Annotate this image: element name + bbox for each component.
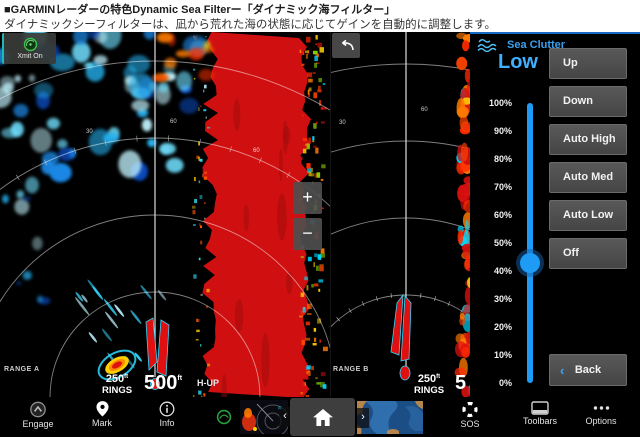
mark-button[interactable]: Mark <box>92 401 112 428</box>
scale-tick: 80% <box>493 154 512 164</box>
sea-clutter-slider-track[interactable] <box>527 103 533 383</box>
ring-spacing-value: 250ft <box>106 373 128 385</box>
scale-tick: 70% <box>493 182 512 192</box>
scale-tick: 0% <box>498 378 512 388</box>
scale-tick: 10% <box>493 350 512 360</box>
toolbars-label: Toolbars <box>522 416 558 426</box>
home-button[interactable] <box>290 398 355 436</box>
radar-transmit-icon <box>23 37 37 52</box>
ring-label: 60 <box>170 119 177 125</box>
auto-med-button[interactable]: Auto Med <box>549 162 627 193</box>
xmit-on-label: Xmit On <box>17 53 43 60</box>
sos-button[interactable]: SOS <box>460 401 480 429</box>
toolbars-icon <box>531 401 549 415</box>
ring-label: 60 <box>421 107 428 113</box>
scale-tick: 100% <box>488 98 512 108</box>
chart-thumbnail-image <box>357 401 423 434</box>
chevron-left-icon: ‹ <box>560 362 565 378</box>
range-a-label: RANGE A <box>4 366 40 373</box>
range-scale-value: 500ft <box>144 372 183 394</box>
options-label: Options <box>585 416 617 426</box>
ring-spacing-value: 250ft <box>418 373 440 385</box>
bottom-toolbar: Engage Mark Info <box>0 397 640 437</box>
map-pin-icon <box>95 401 109 417</box>
orientation-label: H-UP <box>197 378 219 388</box>
scale-tick: 30% <box>493 294 512 304</box>
radar-display-right[interactable]: 30 60 RANGE B 250ft RINGS 5 <box>330 32 470 397</box>
scale-tick: 50% <box>493 238 512 248</box>
sea-clutter-panel: Sea Clutter Low 100% 90% 80% 70% 60% 50%… <box>470 32 640 397</box>
engage-icon <box>30 401 46 418</box>
auto-high-button[interactable]: Auto High <box>549 124 627 155</box>
sea-clutter-returns <box>0 32 328 397</box>
down-button[interactable]: Down <box>549 86 627 117</box>
options-button[interactable]: Options <box>585 401 617 426</box>
engage-label: Engage <box>22 419 54 429</box>
sos-label: SOS <box>460 419 480 429</box>
target-return-cluster <box>390 293 412 381</box>
collapse-left-chevron-icon[interactable]: ‹ <box>279 407 291 427</box>
ring-tick-marks <box>15 135 291 181</box>
range-scale-value: 5 <box>455 372 466 394</box>
pane-back-button[interactable] <box>332 33 360 58</box>
off-button[interactable]: Off <box>549 238 627 269</box>
range-b-label: RANGE B <box>333 366 369 373</box>
ring-label: 30 <box>86 129 93 135</box>
info-button[interactable]: Info <box>159 401 175 428</box>
radar-left-canvas: 30 60 60 RANGE A 250ft RINGS 500ft H-UP <box>0 32 330 397</box>
caption-body: ダイナミックシーフィルターは、凪から荒れた海の状態に応じてゲインを自動的に調整し… <box>4 19 496 31</box>
rings-caption: RINGS <box>102 385 132 396</box>
scale-tick: 40% <box>493 266 512 276</box>
zoom-out-button[interactable]: − <box>293 218 322 250</box>
ring-label: 60 <box>253 148 260 154</box>
sea-clutter-current-value: Low <box>498 51 538 73</box>
mark-label: Mark <box>92 418 112 428</box>
scale-tick: 60% <box>493 210 512 220</box>
sea-clutter-returns <box>454 32 470 397</box>
curved-back-arrow-icon <box>341 39 354 51</box>
radar-app-main: 30 60 60 RANGE A 250ft RINGS 500ft H-UP … <box>0 32 640 397</box>
up-button[interactable]: Up <box>549 48 627 79</box>
info-icon <box>159 401 175 417</box>
sea-clutter-wave-icon <box>477 39 497 52</box>
panel-title: Sea Clutter <box>507 38 566 51</box>
xmit-on-button[interactable]: Xmit On <box>2 33 56 64</box>
back-button-label: Back <box>574 364 602 376</box>
ring-label: 30 <box>339 120 346 126</box>
back-button[interactable]: ‹ Back <box>549 354 627 386</box>
chart-preview-thumbnail[interactable]: › <box>357 401 423 434</box>
home-icon <box>312 408 333 426</box>
radar-right-canvas: 30 60 RANGE B 250ft RINGS 5 <box>331 32 470 397</box>
radar-display-left[interactable]: 30 60 60 RANGE A 250ft RINGS 500ft H-UP … <box>0 32 330 397</box>
ellipsis-icon <box>593 406 609 410</box>
engage-button[interactable]: Engage <box>22 401 54 429</box>
caption-block: ■GARMINレーダーの特色Dynamic Sea Filterー「ダイナミック… <box>0 0 640 32</box>
target-return-cluster <box>97 317 170 390</box>
zoom-in-button[interactable]: + <box>293 182 322 214</box>
status-glyph-button[interactable] <box>216 409 232 425</box>
caption-title: ■GARMINレーダーの特色Dynamic Sea Filterー「ダイナミック… <box>4 4 396 16</box>
radar-preview-thumbnail[interactable]: ‹ <box>240 400 291 437</box>
scale-tick: 90% <box>493 126 512 136</box>
life-ring-icon <box>462 401 478 418</box>
scale-tick: 20% <box>493 322 512 332</box>
toolbars-button[interactable]: Toolbars <box>523 401 557 426</box>
info-label: Info <box>159 418 175 428</box>
panel-header: Sea Clutter <box>477 37 565 52</box>
sea-clutter-slider-handle[interactable] <box>520 252 540 273</box>
auto-low-button[interactable]: Auto Low <box>549 200 627 231</box>
expand-right-chevron-icon[interactable]: › <box>357 408 369 428</box>
rings-caption: RINGS <box>414 385 444 396</box>
green-swirl-icon <box>216 409 232 425</box>
